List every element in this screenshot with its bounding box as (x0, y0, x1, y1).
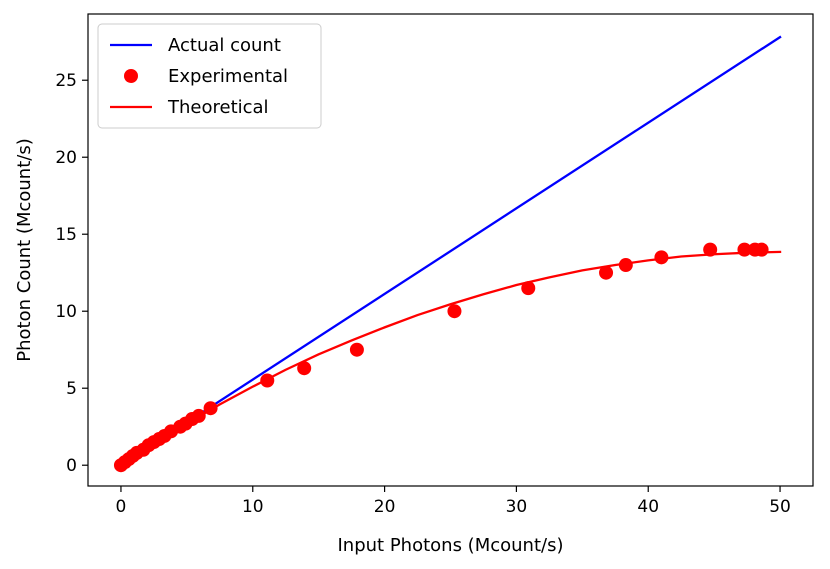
legend-frame (97, 23, 322, 129)
y-tick-label: 5 (66, 379, 77, 399)
x-tick-label: 0 (116, 497, 127, 517)
y-tick-label: 20 (55, 148, 77, 168)
x-tick-label: 50 (769, 497, 791, 517)
y-axis: 0 5 10 15 20 25 (55, 71, 88, 476)
experimental-point (754, 242, 769, 257)
experimental-point (618, 258, 633, 273)
experimental-point (599, 265, 614, 280)
legend-swatch-experimental (124, 69, 138, 83)
legend-label-experimental: Experimental (168, 66, 288, 87)
series-layer (113, 35, 782, 473)
x-axis-label: Input Photons (Mcount/s) (338, 535, 564, 556)
y-tick-label: 25 (55, 71, 77, 91)
theoretical-line (119, 250, 782, 467)
x-tick-label: 20 (374, 497, 396, 517)
experimental-point (349, 342, 364, 357)
y-tick-label: 15 (55, 225, 77, 245)
y-axis-label: Photon Count (Mcount/s) (14, 138, 35, 361)
legend-label-theoretical: Theoretical (167, 97, 269, 118)
experimental-point (521, 281, 536, 296)
y-tick-label: 0 (66, 456, 77, 476)
x-tick-label: 40 (637, 497, 659, 517)
x-tick-label: 30 (506, 497, 528, 517)
legend: Actual count Experimental Theoretical (97, 23, 322, 129)
plot-frame (87, 13, 814, 487)
x-axis: 0 10 20 30 40 50 (116, 486, 791, 517)
experimental-point (654, 250, 669, 265)
experimental-point (297, 361, 312, 376)
actual-count-line (119, 35, 782, 467)
y-tick-label: 10 (55, 302, 77, 322)
experimental-point (447, 304, 462, 319)
x-tick-label: 10 (242, 497, 264, 517)
legend-label-actual-count: Actual count (168, 35, 281, 56)
